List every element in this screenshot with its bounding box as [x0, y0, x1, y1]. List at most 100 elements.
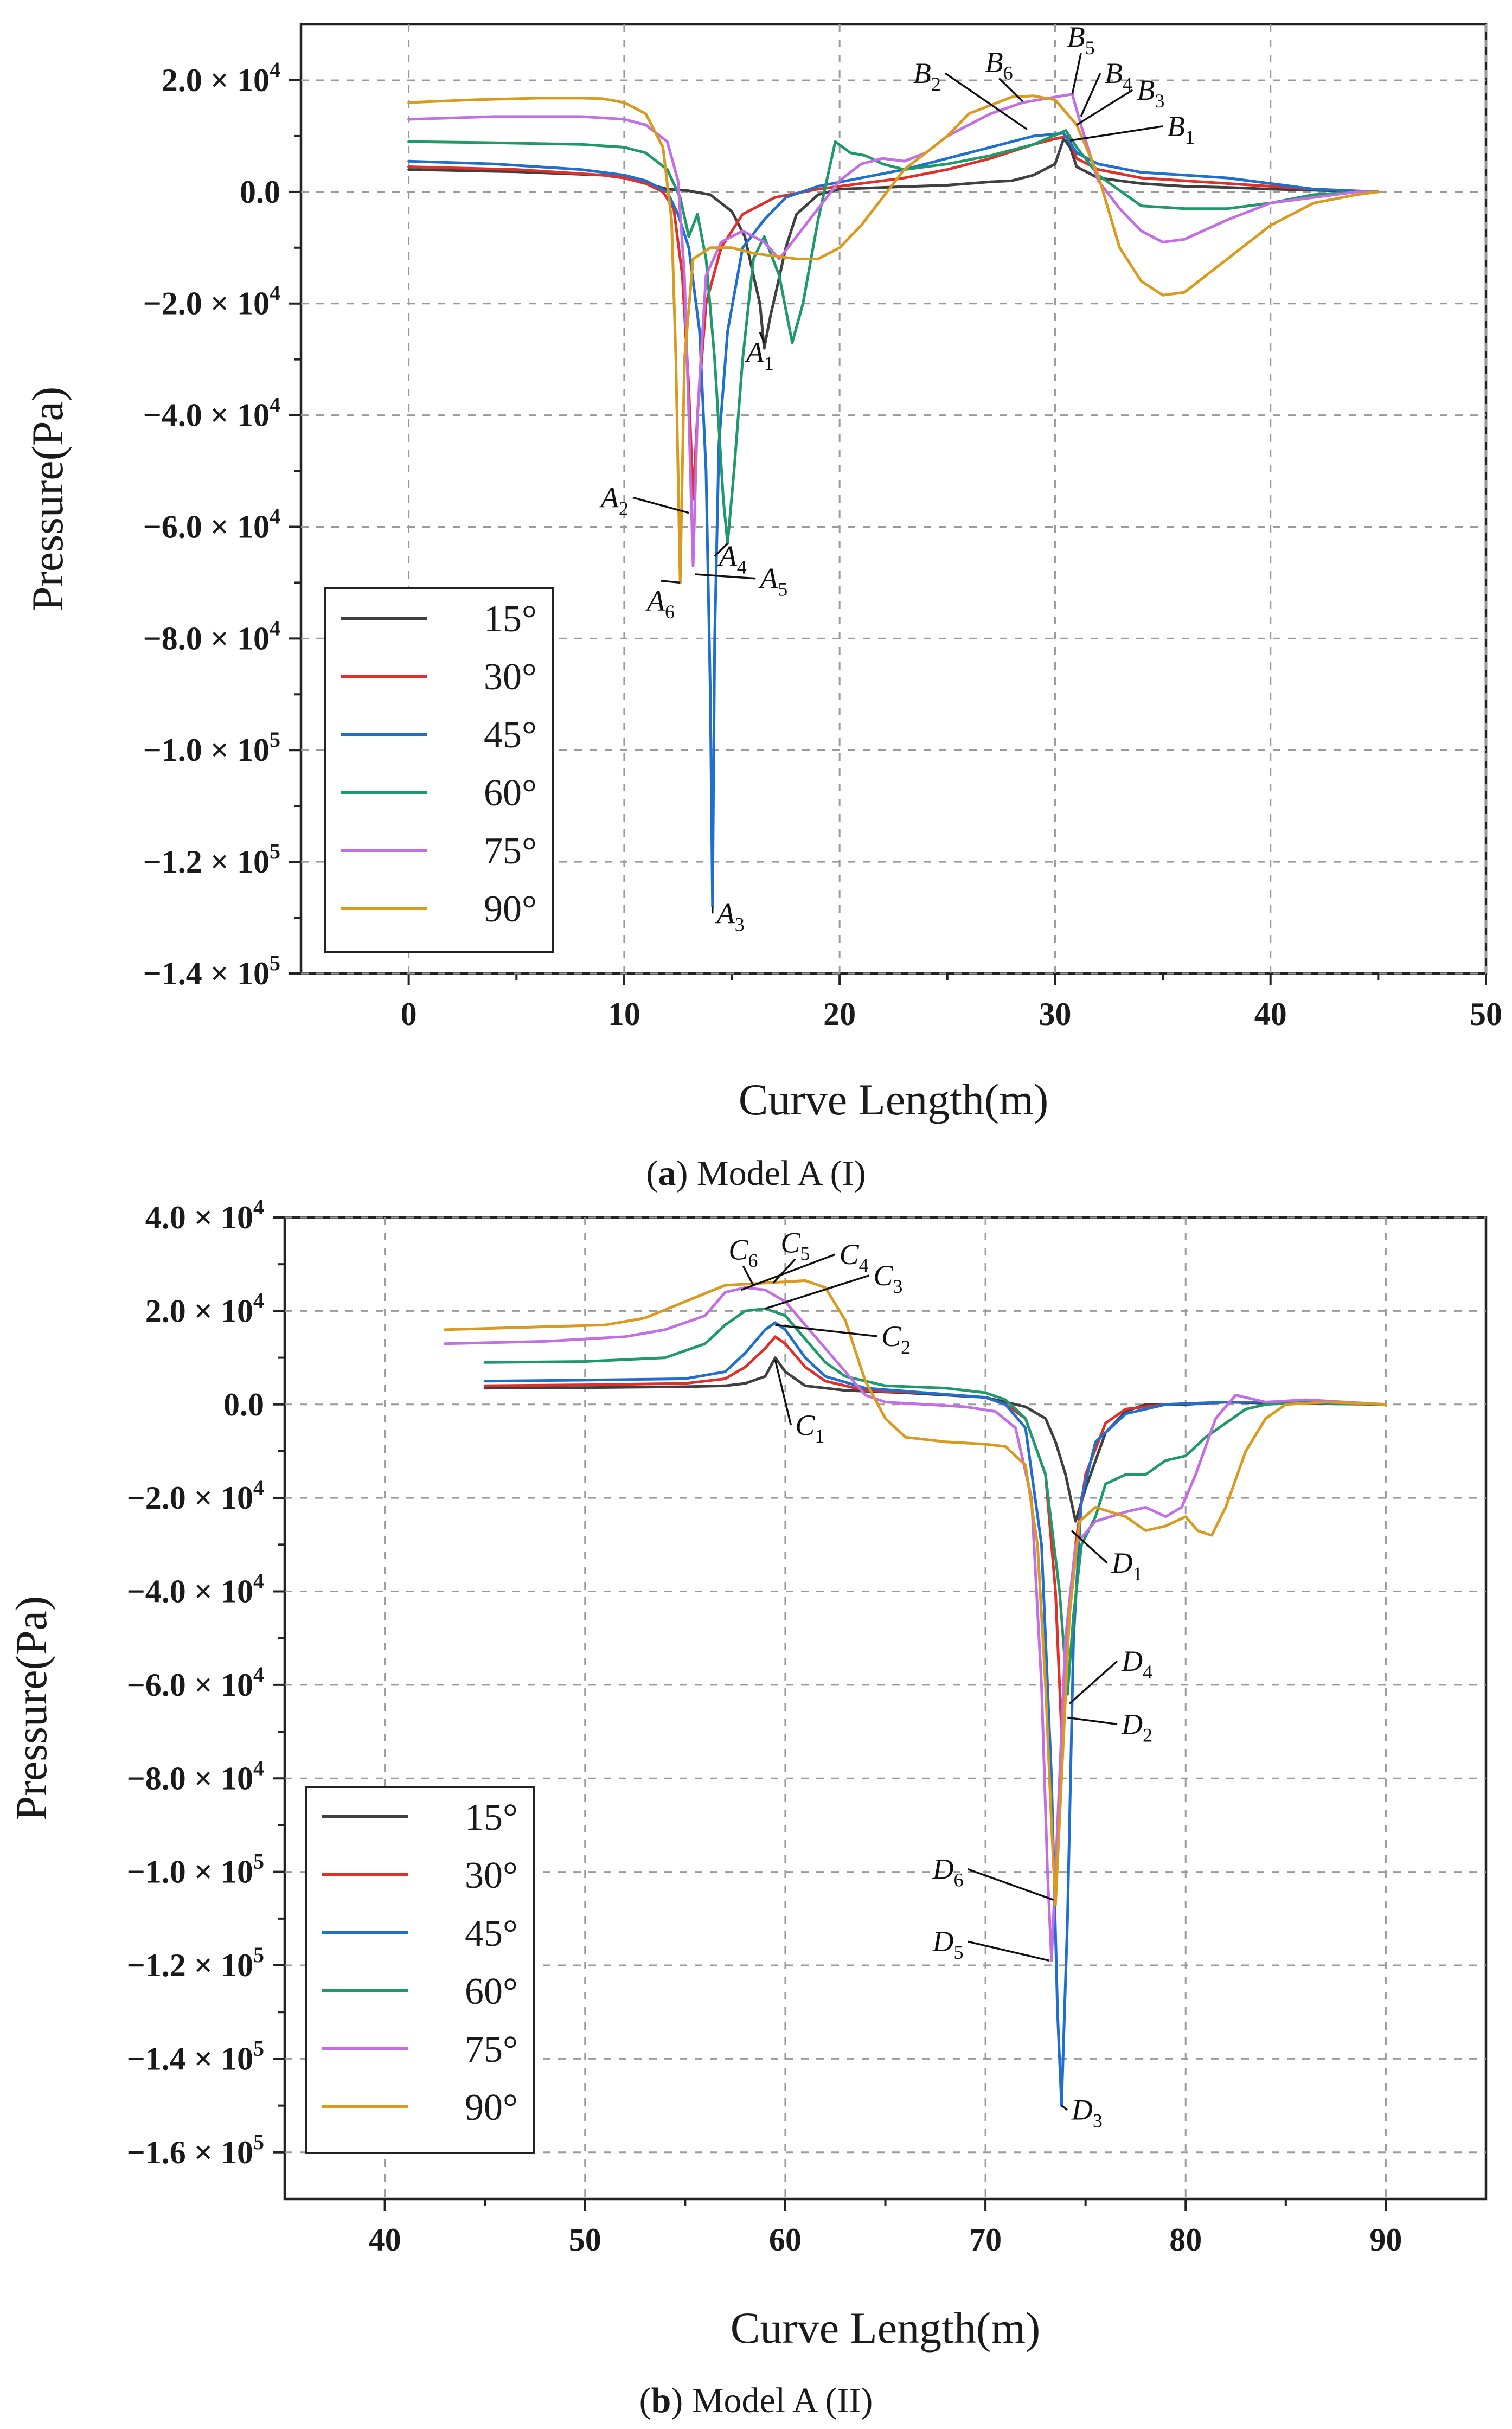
annotation-label: D5	[932, 1925, 963, 1963]
annotation-label: B4	[1105, 57, 1132, 95]
legend-label: 15°	[484, 598, 537, 640]
annotation-label: C6	[728, 1234, 758, 1272]
y-tick-label: −1.2 × 105	[127, 1943, 264, 1983]
x-tick-label: 20	[823, 996, 856, 1032]
panel-caption: (a) Model A (I)	[646, 1153, 866, 1193]
y-tick-label: −1.0 × 105	[127, 1849, 264, 1890]
y-tick-exponent: 4	[253, 1475, 264, 1499]
series-line-90deg	[407, 94, 1380, 584]
x-tick-label: 50	[1470, 996, 1502, 1032]
annotation-label: C4	[840, 1238, 869, 1276]
y-tick-exponent: 4	[253, 1755, 264, 1780]
legend-label: 75°	[465, 2029, 518, 2071]
annotation-label: C2	[881, 1320, 911, 1358]
annotation-label: B2	[913, 57, 941, 95]
y-tick-mantissa: −1.0 × 10	[127, 1854, 253, 1890]
legend-label: 75°	[484, 830, 537, 872]
annotation-leader	[772, 1258, 796, 1284]
y-tick-mantissa: 0.0	[223, 1387, 264, 1422]
y-tick-exponent: 5	[270, 839, 280, 863]
y-tick-label: −2.0 × 104	[143, 281, 280, 322]
y-tick-label: −6.0 × 104	[127, 1662, 264, 1703]
annotation-leader	[765, 1274, 869, 1310]
annotation-label: A2	[599, 481, 629, 519]
annotation-leader	[1061, 2105, 1068, 2111]
annotation-label: A5	[758, 562, 787, 600]
y-tick-label: 2.0 × 104	[162, 57, 280, 98]
series-group	[407, 93, 1380, 908]
x-tick-label: 30	[1039, 996, 1071, 1032]
x-tick-label: 50	[569, 2222, 601, 2258]
y-tick-label: −8.0 × 104	[143, 616, 280, 656]
y-tick-mantissa: 2.0 × 10	[145, 1293, 253, 1329]
series-line-30deg	[407, 134, 1380, 501]
y-tick-label: 4.0 × 104	[145, 1195, 264, 1235]
y-tick-exponent: 4	[270, 57, 280, 82]
annotation-leader	[968, 1940, 1050, 1962]
annotation-label: D2	[1121, 1708, 1152, 1746]
legend-label: 15°	[465, 1797, 518, 1838]
annotation-label: D1	[1111, 1547, 1143, 1585]
y-tick-mantissa: −1.0 × 10	[143, 732, 270, 768]
y-tick-mantissa: −4.0 × 10	[143, 398, 270, 433]
y-tick-label: −1.6 × 105	[127, 2130, 264, 2170]
y-tick-mantissa: −1.2 × 10	[143, 844, 270, 880]
y-axis-title: Pressure(Pa)	[23, 387, 72, 611]
x-axis-title: Curve Length(m)	[739, 1075, 1049, 1124]
x-tick-label: 90	[1369, 2222, 1402, 2258]
annotation-leader	[1069, 125, 1163, 142]
y-tick-mantissa: −8.0 × 10	[127, 1760, 253, 1796]
y-tick-label: −2.0 × 104	[127, 1475, 264, 1516]
annotation-label: A4	[717, 540, 747, 578]
y-tick-mantissa: 0.0	[240, 174, 280, 210]
series-line-45deg	[483, 1321, 1387, 2107]
annotation-leader	[775, 1324, 877, 1337]
annotation-leader	[998, 78, 1024, 102]
y-tick-label: −6.0 × 104	[143, 504, 280, 544]
y-tick-exponent: 4	[253, 1569, 264, 1593]
y-tick-label: −1.0 × 105	[143, 727, 280, 768]
y-tick-mantissa: −8.0 × 10	[143, 620, 270, 656]
legend-label: 45°	[484, 714, 537, 756]
annotation-leader	[1067, 1716, 1118, 1726]
annotation-leader	[759, 332, 765, 343]
legend: 15° 30° 45° 60° 75° 90°	[324, 587, 554, 953]
y-tick-exponent: 4	[253, 1288, 264, 1312]
legend: 15° 30° 45° 60° 75° 90°	[305, 1786, 535, 2154]
series-line-45deg	[407, 132, 1380, 908]
y-tick-label: −4.0 × 104	[143, 393, 280, 433]
annotation-label: B3	[1137, 74, 1164, 112]
annotation-leader	[695, 573, 756, 580]
annotation-label: D6	[932, 1853, 963, 1891]
y-tick-exponent: 4	[270, 616, 280, 640]
legend-label: 30°	[465, 1855, 518, 1896]
annotation-label: D4	[1121, 1645, 1152, 1683]
annotation-leader	[774, 1360, 792, 1426]
legend-label: 90°	[465, 2087, 518, 2129]
annotation-label: D3	[1071, 2093, 1103, 2131]
x-tick-label: 60	[769, 2222, 802, 2258]
y-axis-title: Pressure(Pa)	[7, 1596, 56, 1821]
annotation-leader	[1080, 73, 1101, 117]
y-tick-mantissa: −1.2 × 10	[127, 1947, 253, 1983]
x-tick-label: 70	[969, 2222, 1002, 2258]
x-tick-label: 10	[608, 996, 640, 1032]
y-tick-exponent: 5	[253, 1849, 264, 1874]
annotation-leader	[661, 580, 681, 584]
y-tick-label: 0.0	[223, 1387, 264, 1422]
y-tick-mantissa: −6.0 × 10	[143, 509, 270, 544]
y-tick-label: −1.2 × 105	[143, 839, 280, 880]
annotation-label: A1	[745, 336, 774, 374]
y-tick-label: −4.0 × 104	[127, 1569, 264, 1610]
panel-caption: (b) Model A (II)	[639, 2381, 873, 2420]
y-tick-exponent: 5	[253, 2130, 264, 2154]
annotation-leader	[967, 1868, 1054, 1901]
annotation-leader	[742, 1265, 754, 1286]
annotation-leader	[741, 1253, 836, 1291]
annotation-label: B5	[1067, 21, 1095, 59]
y-tick-label: −8.0 × 104	[127, 1755, 264, 1796]
series-line-60deg	[407, 129, 1380, 545]
series-line-75deg	[407, 93, 1380, 567]
